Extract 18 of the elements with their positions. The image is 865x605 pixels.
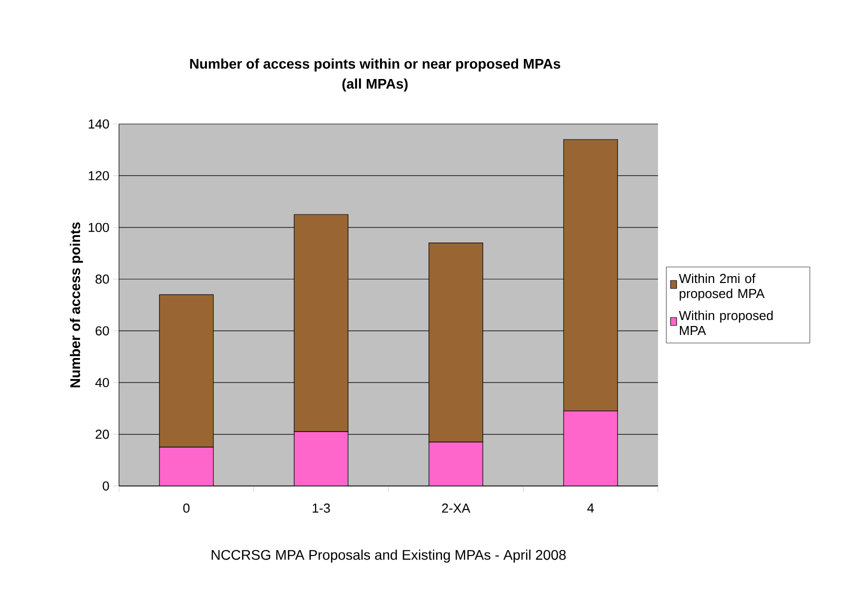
y-tick-label: 100 [88, 222, 109, 232]
y-tick-label: 0 [102, 481, 109, 491]
y-axis-title: Number of access points [70, 222, 83, 388]
x-tick-label: 0 [183, 504, 190, 513]
legend-label: Within proposed MPA [678, 310, 773, 335]
y-tick-label: 120 [88, 171, 109, 180]
y-tick-label: 80 [96, 274, 109, 284]
x-tick-label: 4 [587, 504, 594, 512]
x-axis-title: NCCRSG MPA Proposals and Existing MPAs - April 2008 [212, 550, 566, 563]
y-tick-label: 20 [96, 430, 109, 439]
x-tick-label: 1-3 [312, 504, 330, 513]
x-tick-label: 2-XA [442, 504, 470, 513]
y-tick-label: 60 [96, 326, 109, 336]
legend-label: Within 2mi of proposed MPA [678, 274, 765, 301]
y-tick-label: 40 [95, 378, 109, 388]
chart-title: Number of access points within or near proposed MPAs [190, 58, 560, 72]
chart-subtitle: (all MPAs) [342, 78, 408, 92]
y-tick-label: 140 [88, 119, 109, 129]
